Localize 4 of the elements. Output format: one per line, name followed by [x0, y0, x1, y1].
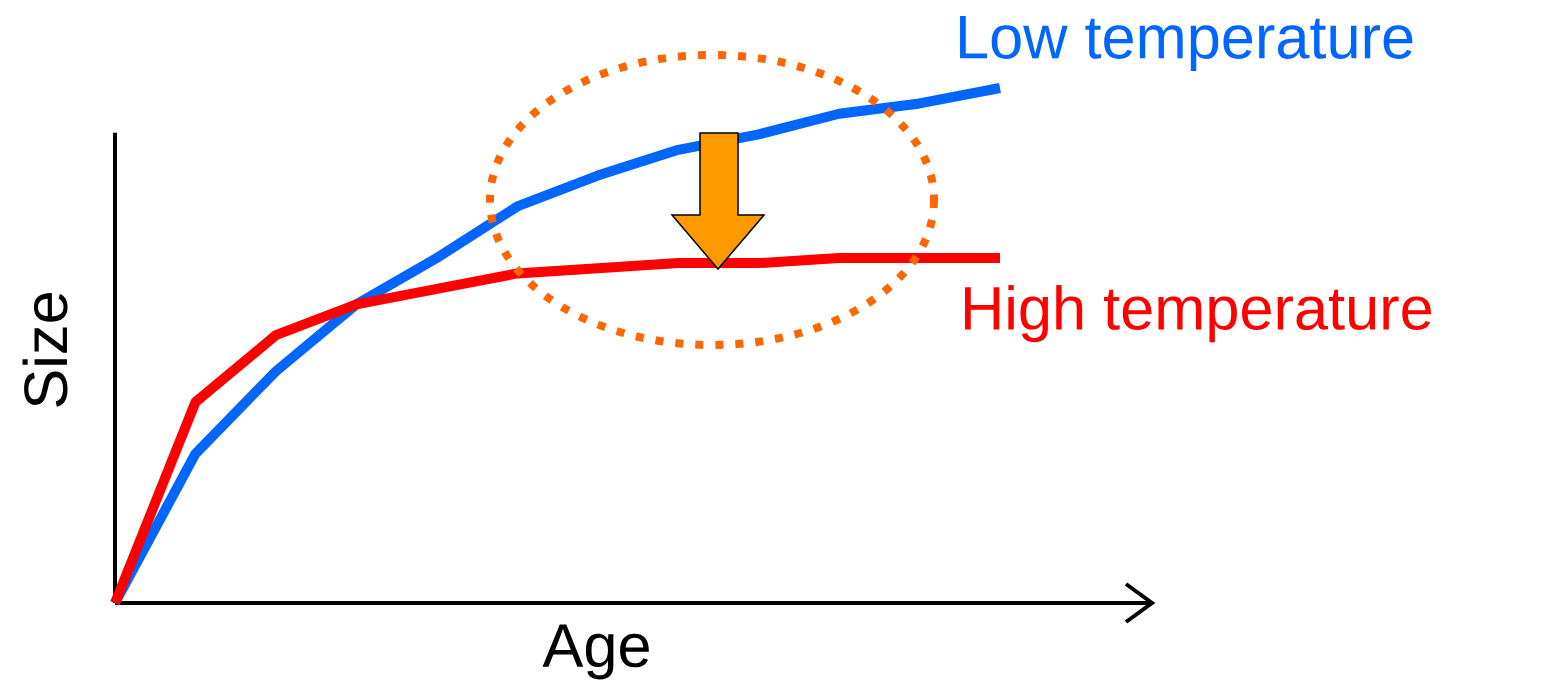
series-label: High temperature	[965, 285, 1432, 343]
series-label: Low temperature	[960, 16, 1413, 72]
y-axis-title: Size	[22, 293, 68, 407]
x-axis-title: Age	[542, 624, 649, 680]
